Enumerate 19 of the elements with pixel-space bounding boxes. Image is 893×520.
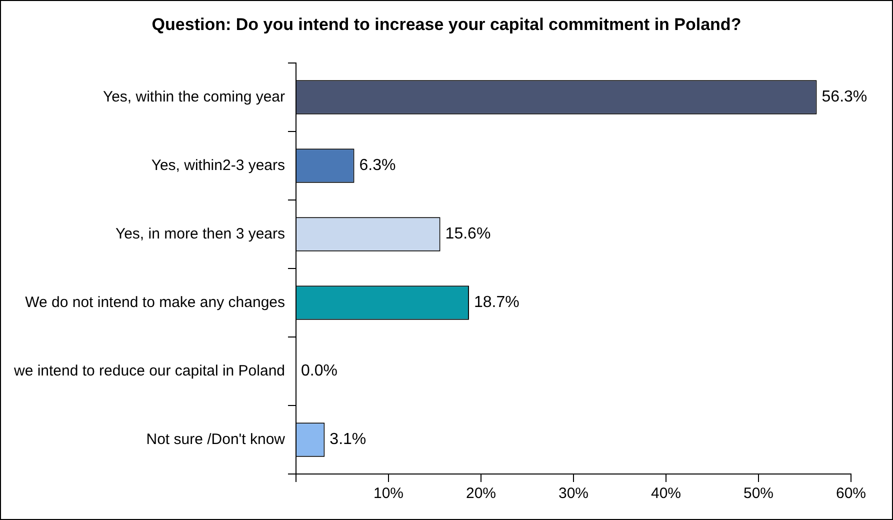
x-tick-label: 40% [650,485,682,502]
y-tick-label: We do not intend to make any changes [25,294,286,311]
x-tick-label: 20% [466,485,496,502]
y-tick-label: Yes, within2-3 years [151,156,286,174]
x-tick-label: 60% [836,485,866,502]
data-label: 6.3% [359,157,396,174]
x-tick-label: 30% [558,485,589,502]
y-tick-label: we intend to reduce our capital in Poland [12,362,286,380]
data-label: 0.0% [301,362,338,380]
data-label: 56.3% [822,88,868,106]
y-tick-label: Yes, in more then 3 years [115,225,286,242]
data-label: 15.6% [445,226,491,243]
y-tick-label: Not sure /Don't know [146,430,286,448]
chart-title: Question: Do you intend to increase your capital commitment in Poland? [150,15,742,35]
data-label: 18.7% [474,294,520,312]
x-tick-label: 50% [743,485,774,502]
y-tick-label: Yes, within the coming year [102,88,286,106]
data-label: 3.1% [330,431,366,448]
x-tick-label: 10% [373,485,404,502]
